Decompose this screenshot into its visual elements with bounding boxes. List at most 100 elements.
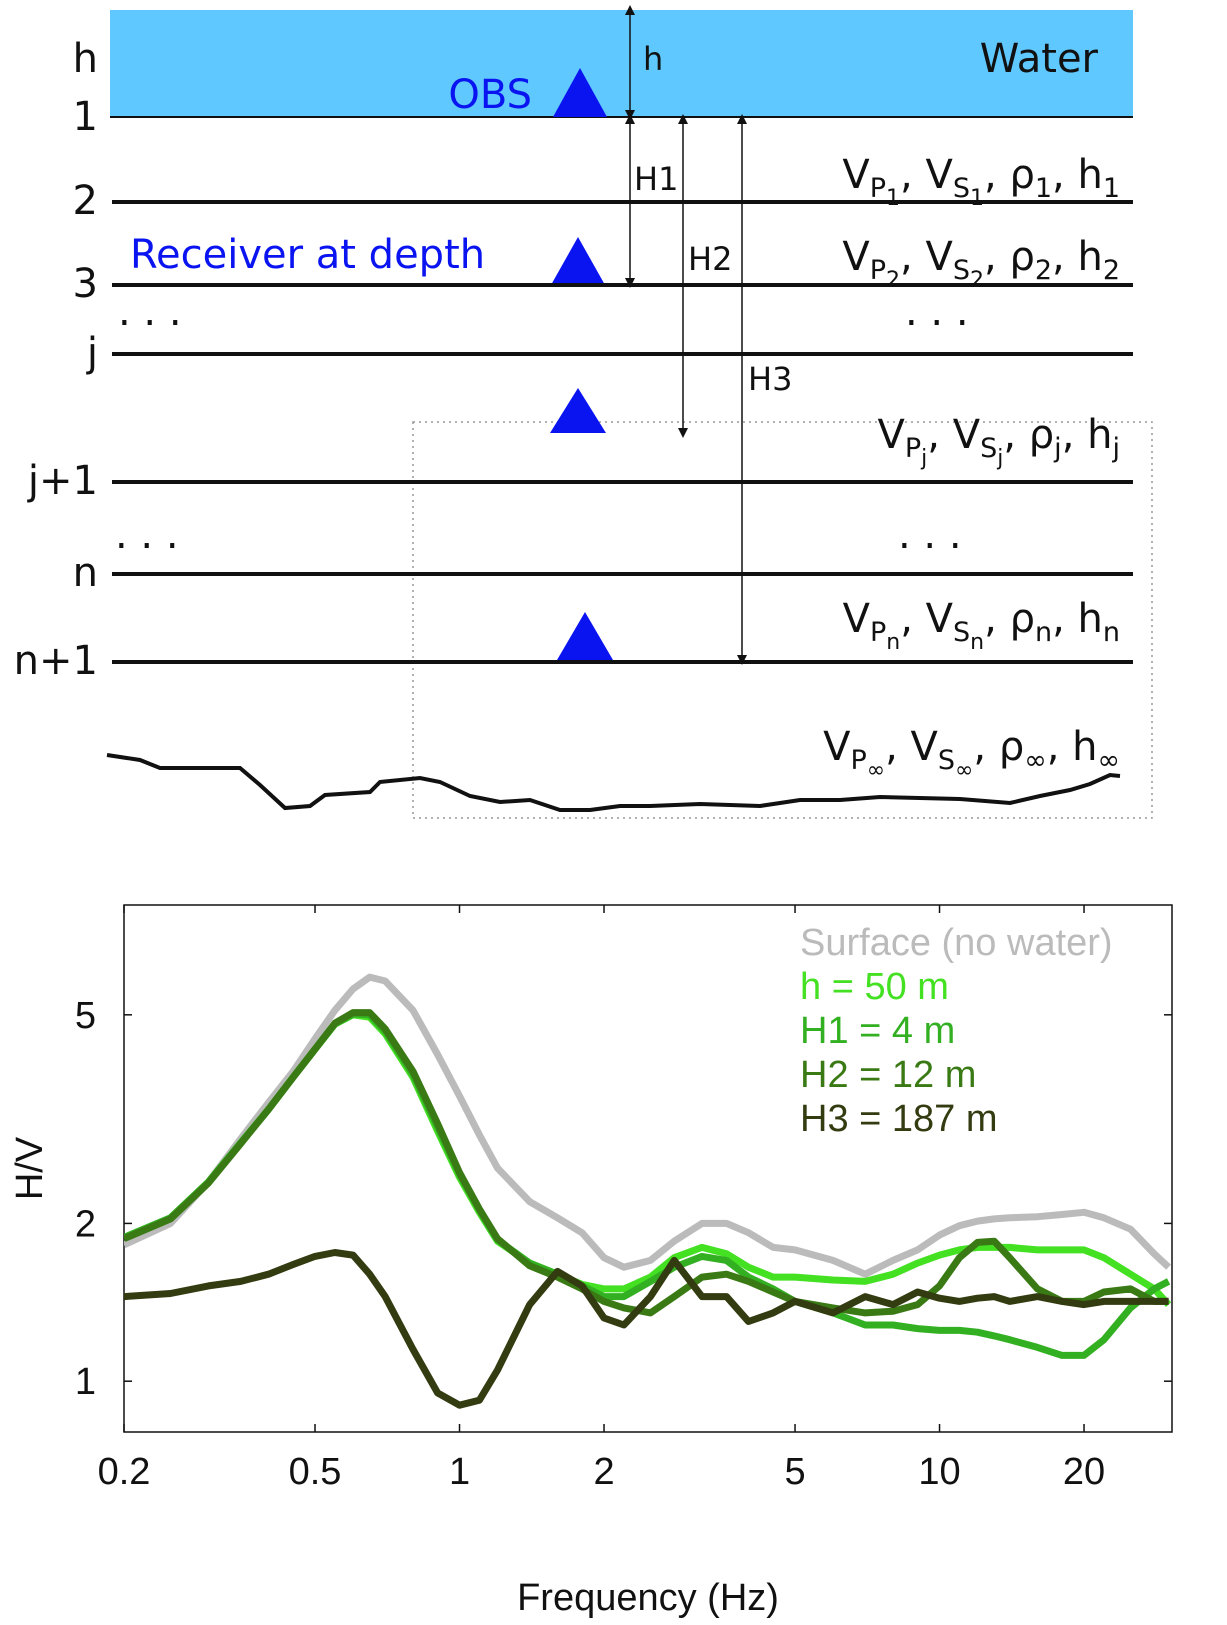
param-part: h <box>1077 152 1102 198</box>
layer-parameters: VP2, VS2, ρ2, h2 <box>842 234 1120 293</box>
param-part: ∞ <box>955 758 973 783</box>
interface-label: 3 <box>73 261 98 307</box>
param-part: h <box>1077 234 1102 280</box>
layer-parameters: VP∞, VS∞, ρ∞, h∞ <box>823 724 1120 783</box>
param-part: n <box>970 630 984 655</box>
param-part: V <box>842 234 870 280</box>
y-tick-label: 5 <box>75 995 96 1037</box>
basement-profile <box>106 753 1121 812</box>
receiver-label: Receiver at depth <box>130 232 485 278</box>
param-part: , <box>900 234 925 280</box>
param-part: P <box>850 745 866 776</box>
interface-label: h <box>73 36 98 82</box>
hv-chart: 0.2 0.5 1 2 5 10 20 1 2 5 Frequency (Hz) H/V Surface… <box>9 904 1173 1619</box>
plot-frame <box>123 904 1173 1433</box>
param-part: V <box>926 596 954 642</box>
obs-label: OBS <box>448 72 532 118</box>
distance-label: H2 <box>688 240 732 278</box>
legend-entry: H3 = 187 m <box>800 1098 998 1140</box>
param-part: P <box>870 173 886 204</box>
layer-parameters: VPj, VSj, ρj, hj <box>877 412 1120 471</box>
param-part: V <box>911 724 939 770</box>
param-part: h <box>1072 724 1097 770</box>
param-part: 2 <box>1103 255 1120 286</box>
param-part: , <box>1052 152 1077 198</box>
series-line <box>124 1009 1169 1317</box>
param-part: n <box>1035 617 1052 648</box>
param-part: S <box>953 173 970 204</box>
y-axis-label: H/V <box>9 1136 51 1200</box>
param-part: , <box>1052 596 1077 642</box>
param-part: ρ <box>1009 234 1034 280</box>
param-part: P <box>905 433 921 464</box>
param-part: n <box>1103 617 1120 648</box>
ellipsis: . . . <box>118 289 182 335</box>
series-line <box>124 1249 1169 1409</box>
param-part: , <box>900 152 925 198</box>
x-tick-label: 20 <box>1063 1451 1105 1493</box>
param-part: ∞ <box>1098 745 1121 776</box>
obs-triangle <box>553 68 607 117</box>
param-part: , <box>984 152 1009 198</box>
param-part: ∞ <box>1024 745 1047 776</box>
param-part: ρ <box>1009 152 1034 198</box>
x-tick-label: 0.2 <box>98 1451 151 1493</box>
param-part: , <box>973 724 998 770</box>
distance-label: h <box>643 40 663 78</box>
param-part: V <box>925 152 953 198</box>
receiver-triangle <box>550 388 606 433</box>
param-part: j <box>996 446 1003 471</box>
param-part: ∞ <box>867 758 885 783</box>
legend-entry: h = 50 m <box>800 966 949 1008</box>
param-part: S <box>938 745 955 776</box>
interface-label: j <box>86 330 98 376</box>
param-part: , <box>900 596 925 642</box>
layer-parameters: VPn, VSn, ρn, hn <box>843 596 1120 655</box>
param-part: h <box>1087 412 1112 458</box>
param-part: S <box>980 433 997 464</box>
ellipsis: . . . <box>898 512 962 558</box>
legend-entry: H1 = 4 m <box>800 1010 955 1052</box>
param-part: ρ <box>1010 596 1035 642</box>
interface-label: 2 <box>73 178 98 224</box>
param-part: , <box>984 596 1009 642</box>
interface-label: j+1 <box>27 458 98 504</box>
param-part: ρ <box>1029 412 1054 458</box>
x-tick-label: 10 <box>918 1451 960 1493</box>
param-part: 2 <box>970 268 984 293</box>
param-part: 2 <box>1035 255 1052 286</box>
param-part: 1 <box>1035 173 1052 204</box>
param-part: j <box>1053 433 1062 464</box>
param-part: 1 <box>1103 173 1120 204</box>
param-part: n <box>886 630 900 655</box>
series-line <box>124 973 1171 1278</box>
receiver-triangle <box>557 612 613 660</box>
dotted-box <box>412 421 1153 819</box>
water-label: Water <box>980 36 1099 82</box>
distance-label: H1 <box>634 160 678 198</box>
param-part: , <box>1003 412 1028 458</box>
param-part: 1 <box>970 186 984 211</box>
interface-label: n <box>73 550 98 596</box>
param-part: j <box>1111 433 1120 464</box>
ellipsis: . . . <box>905 289 969 335</box>
param-part: , <box>885 724 910 770</box>
param-part: , <box>927 412 952 458</box>
param-part: P <box>870 255 886 286</box>
param-part: 1 <box>886 186 900 211</box>
x-tick-label: 0.5 <box>289 1451 342 1493</box>
param-part: V <box>877 412 905 458</box>
legend-entry: Surface (no water) <box>800 922 1113 964</box>
x-tick-label: 1 <box>449 1451 470 1493</box>
param-part: S <box>953 617 970 648</box>
distance-label: H3 <box>748 360 792 398</box>
param-part: , <box>1052 234 1077 280</box>
param-part: V <box>953 412 981 458</box>
x-axis-label: Frequency (Hz) <box>517 1577 779 1619</box>
param-part: 2 <box>886 268 900 293</box>
param-part: , <box>1062 412 1087 458</box>
param-part: , <box>1047 724 1072 770</box>
water-layer <box>110 10 1133 117</box>
layer-parameters: VP1, VS1, ρ1, h1 <box>842 152 1120 211</box>
